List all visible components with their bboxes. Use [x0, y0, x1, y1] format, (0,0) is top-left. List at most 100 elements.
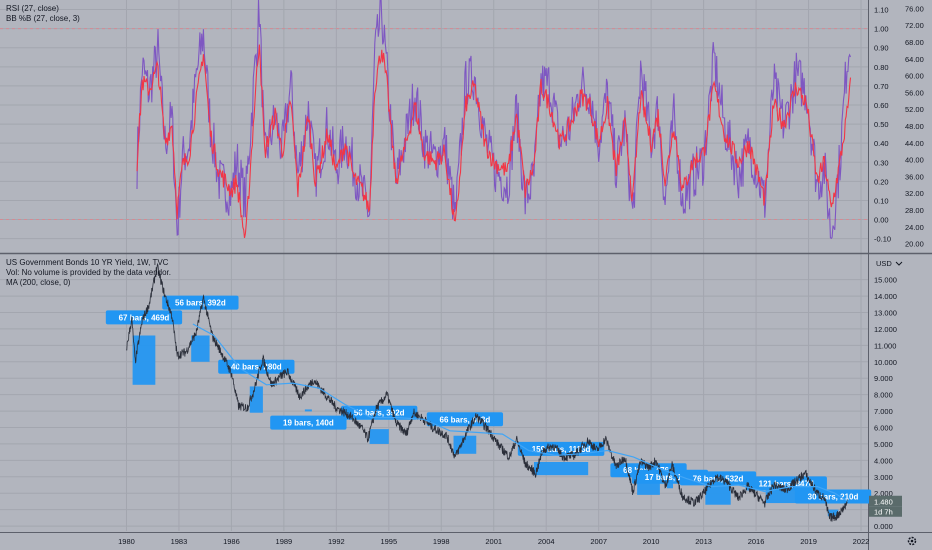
time-axis: 1980 1983 1986 1989 1992 1995 1998 2001 2004 2007…: [118, 537, 869, 546]
yield-tick-label: 14.000: [874, 292, 897, 301]
yield-tick-label: 12.000: [874, 325, 897, 334]
time-tick-label: 1995: [380, 537, 397, 546]
measurement-label: 159 bars, 1113d: [532, 445, 591, 454]
gear-icon-ring: [907, 536, 917, 546]
rsi-pane-legend: RSI (27, close) BB %B (27, close, 3): [6, 4, 80, 24]
percent-b-tick-label: 0.30: [874, 158, 889, 167]
countdown-tag: [869, 506, 902, 517]
time-tick-label: 2022: [853, 537, 870, 546]
rsi-tick-label: 60.00: [905, 72, 924, 81]
measurement-box: [705, 481, 731, 505]
time-tick-label: 2001: [485, 537, 502, 546]
rsi-scales: 1.10 1.00 0.90 0.80 0.70 0.60 0.50 0.40 0.30 0.20…: [874, 4, 924, 248]
volume-legend-note: Vol: No volume is provided by the data v…: [6, 268, 171, 277]
bb-percent-b-line: [136, 44, 852, 239]
measurement-label: 66 bars, 463d: [440, 415, 491, 424]
yield-tick-label: 5.000: [874, 440, 893, 449]
measurement-label: 56 bars, 392d: [175, 299, 226, 308]
rsi-legend-title[interactable]: RSI (27, close): [6, 4, 59, 13]
measurement-box: [666, 483, 674, 489]
yield-tick-label: 0.000: [874, 522, 893, 531]
chevron-down-icon: [895, 261, 903, 266]
measurement-label-background: [162, 295, 239, 310]
symbol-legend-title[interactable]: US Government Bonds 10 YR Yield, 1W, TVC: [6, 258, 169, 267]
yield-tick-label: 11.000: [874, 341, 896, 350]
yield-tick-label: 3.000: [874, 473, 893, 482]
time-tick-label: 2019: [800, 537, 817, 546]
measurement-label: 40 bars, 280d: [231, 363, 282, 372]
time-tick-label: 2007: [590, 537, 607, 546]
rsi-tick-label: 64.00: [905, 55, 924, 64]
time-tick-label: 2016: [748, 537, 765, 546]
rsi-tick-label: 40.00: [905, 156, 924, 165]
measurement-box: [369, 429, 389, 444]
percent-b-tick-label: 1.10: [874, 6, 889, 15]
time-tick-label: 1998: [433, 537, 450, 546]
yield-tick-label: 15.000: [874, 276, 897, 285]
measurement-label-background: [794, 489, 872, 504]
measurement-label: 121 bars, 847d: [759, 479, 814, 488]
yield-tick-label: 13.000: [874, 309, 897, 318]
currency-label: USD: [876, 259, 892, 268]
percent-b-tick-label: 0.40: [874, 139, 889, 148]
rsi-tick-label: 28.00: [905, 206, 924, 215]
rsi-line: [136, 0, 852, 240]
price-scale-background: [868, 0, 932, 550]
yield-tick-label: 7.000: [874, 407, 893, 416]
rsi-tick-label: 56.00: [905, 88, 924, 97]
percent-b-tick-label: 0.20: [874, 177, 889, 186]
measurement-box: [827, 509, 839, 517]
yield-tick-label: 8.000: [874, 391, 893, 400]
percent-b-tick-label: 0.10: [874, 196, 889, 205]
bb-legend-title[interactable]: BB %B (27, close, 3): [6, 14, 80, 23]
measurement-label-background: [341, 405, 418, 420]
rsi-tick-label: 52.00: [905, 105, 924, 114]
last-price-tag: [869, 495, 902, 507]
percent-b-tick-label: 0.70: [874, 82, 889, 91]
time-tick-label: 1986: [223, 537, 240, 546]
rsi-tick-label: 76.00: [905, 4, 924, 13]
ma-line: [192, 323, 849, 502]
percent-b-tick-label: 0.00: [874, 216, 889, 225]
percent-b-tick-label: 1.00: [874, 25, 889, 34]
measurement-label: 17 bars, 119d: [645, 473, 695, 482]
ma-legend-title[interactable]: MA (200, close, 0): [6, 278, 71, 287]
yield-tick-label: 4.000: [874, 456, 893, 465]
time-tick-label: 1992: [328, 537, 345, 546]
rsi-tick-label: 72.00: [905, 21, 924, 30]
time-tick-label: 1989: [276, 537, 293, 546]
measurement-box: [191, 335, 210, 362]
rsi-tick-label: 24.00: [905, 223, 924, 232]
measurement-label: 19 bars, 140d: [283, 419, 334, 428]
measurement-box: [304, 409, 312, 412]
percent-b-tick-label: 0.90: [874, 44, 889, 53]
yield-tick-label: 9.000: [874, 374, 893, 383]
measurement-label-background: [270, 415, 347, 430]
yield-tick-label: 6.000: [874, 424, 893, 433]
percent-b-tick-label: 0.80: [874, 63, 889, 72]
rsi-tick-label: 36.00: [905, 172, 924, 181]
measurement-label: 30 bars, 210d: [808, 493, 859, 502]
rsi-tick-label: 68.00: [905, 38, 924, 47]
time-tick-label: 2010: [643, 537, 660, 546]
time-tick-label: 2004: [538, 537, 555, 546]
measurement-label: 56 bars, 392d: [354, 409, 405, 418]
time-tick-label: 1980: [118, 537, 135, 546]
percent-b-tick-label: 0.50: [874, 120, 889, 129]
percent-b-tick-label: -0.10: [874, 235, 891, 244]
measurement-box: [453, 435, 477, 454]
measurement-box: [132, 335, 156, 385]
rsi-tick-label: 32.00: [905, 189, 924, 198]
countdown-value: 1d 7h: [874, 507, 893, 516]
rsi-tick-label: 48.00: [905, 122, 924, 131]
measurement-box: [533, 462, 589, 476]
last-price-value: 1.480: [874, 497, 893, 506]
gear-icon[interactable]: [907, 536, 917, 546]
measurement-label-background: [218, 359, 295, 374]
time-tick-label: 2013: [695, 537, 712, 546]
rsi-tick-label: 20.00: [905, 240, 924, 249]
time-tick-label: 1983: [171, 537, 188, 546]
rsi-tick-label: 44.00: [905, 139, 924, 148]
